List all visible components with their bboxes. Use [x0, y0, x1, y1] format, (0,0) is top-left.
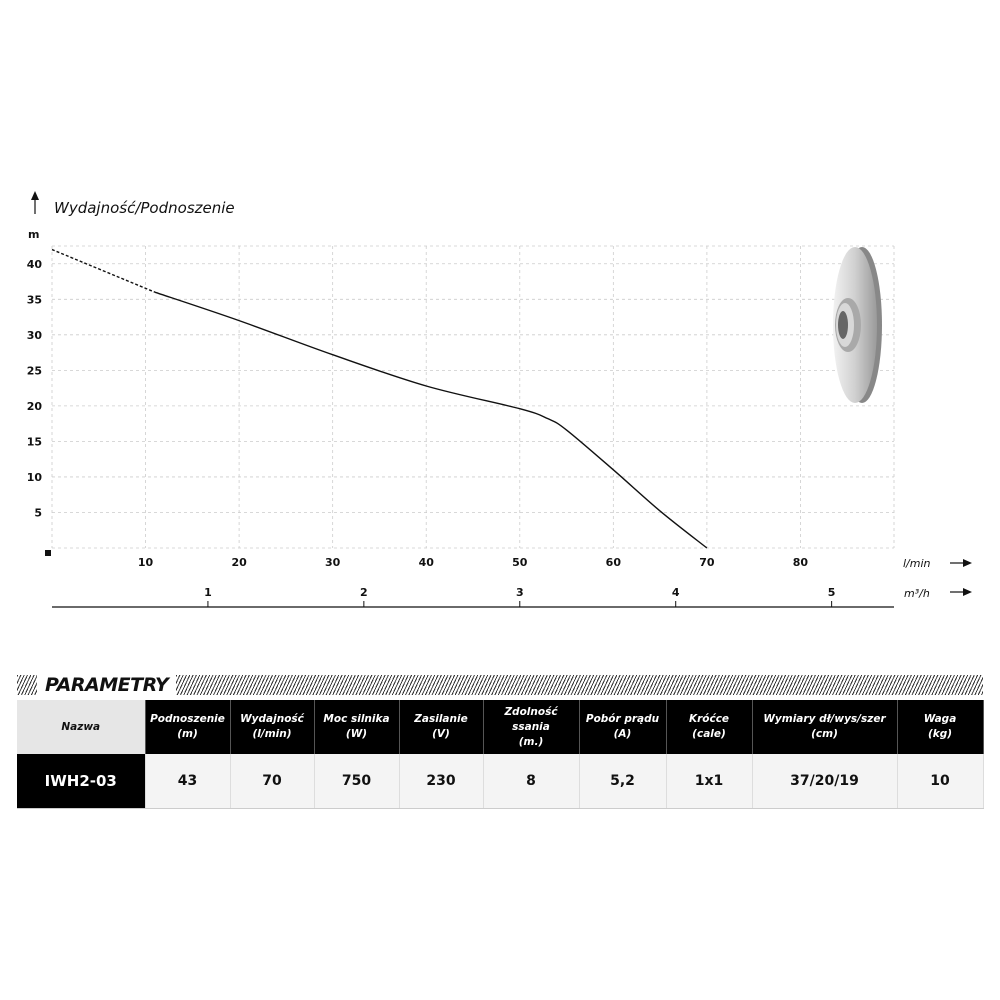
chart-title: Wydajność/Podnoszenie — [54, 199, 235, 217]
table-cell: 230 — [399, 754, 484, 809]
table-cell: 43 — [145, 754, 231, 809]
column-header: Króćce (cale) — [666, 700, 753, 754]
y-tick-label: 20 — [27, 400, 43, 413]
table-cell: 5,2 — [579, 754, 667, 809]
curve-extrapolated — [51, 248, 156, 293]
hatch-decoration — [17, 675, 37, 695]
column-header-text: (kg) — [927, 728, 953, 740]
parameters-table: Nazwa Podnoszenie (m) Wydajność (l/min) Moc s… — [17, 700, 984, 809]
table-cell: 750 — [314, 754, 400, 809]
x-tick-label: 30 — [325, 556, 341, 569]
curve-head-flow — [154, 291, 708, 549]
x2-tick-label: 3 — [516, 586, 524, 599]
impeller-image — [833, 247, 882, 403]
column-header-text: Wymiary dł/wys/szer — [763, 713, 886, 725]
x2-tick-label: 1 — [204, 586, 212, 599]
column-header: Zasilanie (V) — [399, 700, 484, 754]
x-tick-label: 70 — [699, 556, 715, 569]
column-header-text: (m) — [177, 728, 198, 740]
x2-tick-label: 2 — [360, 586, 368, 599]
column-header-text: (cale) — [692, 728, 726, 740]
parameters-title: PARAMETRY — [45, 674, 169, 696]
table-cell: IWH2-03 — [17, 754, 146, 809]
column-header: Wymiary dł/wys/szer (cm) — [752, 700, 898, 754]
column-header-text: Podnoszenie — [150, 713, 225, 725]
column-header: Waga (kg) — [897, 700, 984, 754]
x-tick-label: 80 — [793, 556, 809, 569]
x2-axis-unit: m³/h — [904, 587, 930, 600]
y-axis-unit: m — [28, 228, 39, 241]
column-header-text: (V) — [432, 728, 450, 740]
x-tick-label: 60 — [606, 556, 622, 569]
y-tick-label: 30 — [27, 329, 43, 342]
y-tick-label: 15 — [27, 435, 42, 448]
column-header-text: Zdolność ssania — [504, 705, 558, 733]
x2-tick-label: 4 — [672, 586, 680, 599]
column-header-text: Wydajność — [240, 713, 304, 725]
column-header-text: Moc silnika — [323, 713, 390, 725]
column-header-text: (l/min) — [252, 728, 292, 740]
y-axis-arrow-icon — [31, 191, 39, 214]
column-header-text: Pobór prądu — [585, 713, 660, 725]
table-row: IWH2-03 43 70 750 230 8 5,2 1x1 37/20/19 10 — [17, 754, 984, 809]
x2-axis-arrow-icon — [950, 588, 972, 596]
x-tick-label: 20 — [231, 556, 247, 569]
x-axis-arrow-icon — [950, 559, 972, 567]
column-header: Zdolność ssania (m.) — [483, 700, 580, 754]
table-cell: 10 — [897, 754, 984, 809]
column-header-text: (cm) — [811, 728, 838, 740]
table-cell: 37/20/19 — [752, 754, 898, 809]
pump-curve-chart: Wydajność/Podnoszenie m 510152025303540 … — [27, 191, 972, 608]
y-tick-label: 40 — [27, 258, 43, 271]
table-cell: 1x1 — [666, 754, 753, 809]
x-axis-unit: l/min — [903, 557, 931, 570]
column-header-text: Króćce — [688, 713, 730, 725]
x2-tick-label: 5 — [828, 586, 836, 599]
parameters-section: PARAMETRY Nazwa Podnoszenie (m) Wydajność (l… — [17, 672, 984, 809]
y-tick-label: 35 — [27, 293, 42, 306]
column-header: Nazwa — [17, 700, 146, 754]
hatch-decoration — [176, 675, 983, 695]
table-header-row: Nazwa Podnoszenie (m) Wydajność (l/min) Moc s… — [17, 700, 984, 754]
y-tick-label: 5 — [34, 506, 42, 519]
origin-marker — [45, 550, 51, 556]
column-header: Pobór prądu (A) — [579, 700, 667, 754]
y-tick-label: 10 — [27, 471, 43, 484]
table-cell: 70 — [230, 754, 315, 809]
table-cell: 8 — [483, 754, 580, 809]
column-header-text: Waga — [923, 713, 957, 725]
x-tick-label: 50 — [512, 556, 528, 569]
column-header-text: Zasilanie — [414, 713, 468, 725]
column-header-text: (A) — [613, 728, 632, 740]
column-header-text: (m.) — [518, 735, 544, 748]
x-tick-label: 40 — [419, 556, 435, 569]
column-header: Podnoszenie (m) — [145, 700, 231, 754]
x-tick-label: 10 — [138, 556, 154, 569]
column-header: Wydajność (l/min) — [230, 700, 315, 754]
column-header: Moc silnika (W) — [314, 700, 400, 754]
column-header-text: (W) — [345, 728, 368, 740]
y-tick-label: 25 — [27, 364, 42, 377]
column-header-text: Nazwa — [61, 720, 101, 733]
